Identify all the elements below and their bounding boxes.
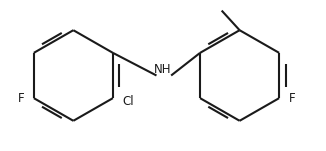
- Text: F: F: [289, 92, 295, 105]
- Text: F: F: [18, 92, 25, 105]
- Text: NH: NH: [154, 63, 172, 76]
- Text: Cl: Cl: [123, 95, 134, 108]
